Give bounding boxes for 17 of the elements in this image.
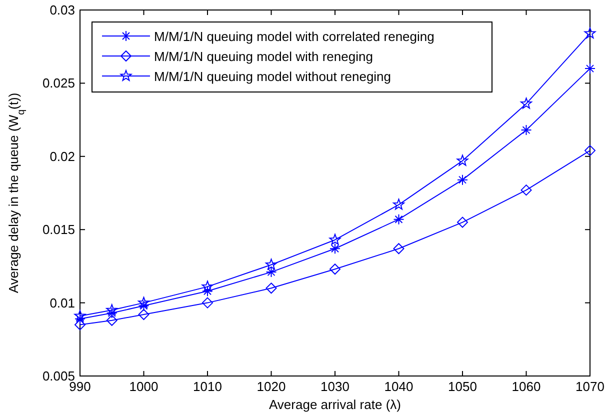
x-tick-label: 1020 [256,379,286,394]
y-tick-label: 0.025 [42,76,75,91]
legend-label: M/M/1/N queuing model with reneging [154,49,373,64]
x-axis-title: Average arrival rate (λ) [269,397,401,412]
x-tick-label: 1010 [193,379,222,394]
x-tick-label: 1050 [448,379,477,394]
y-tick-label: 0.03 [50,2,75,18]
y-tick-label: 0.015 [42,222,75,238]
y-tick-label: 0.01 [50,295,75,310]
x-tick-label: 1040 [384,379,414,394]
y-tick-label: 0.02 [50,148,75,164]
x-tick-label: 1060 [512,379,541,394]
legend-label: M/M/1/N queuing model with correlated reneging [154,29,434,44]
x-tick-label: 1030 [320,379,350,394]
legend-label: M/M/1/N queuing model without reneging [154,69,392,84]
x-tick-label: 1000 [129,379,158,394]
x-tick-label: 1070 [576,379,604,394]
